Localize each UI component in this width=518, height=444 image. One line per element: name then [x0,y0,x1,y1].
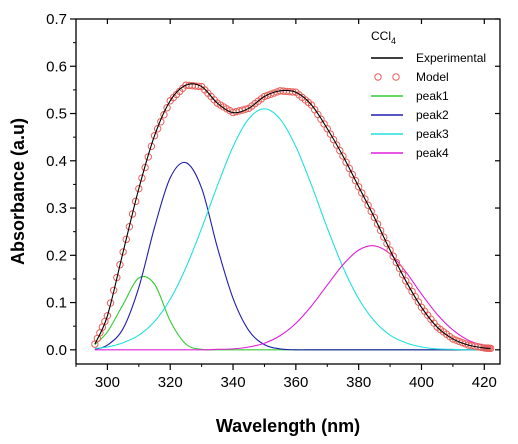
series-layer [91,81,495,353]
legend-label-model: Model [416,70,449,84]
model-marker [386,246,394,254]
legend-label-peak3: peak3 [416,127,449,141]
legend-label-experimental: Experimental [416,51,486,65]
model-marker [458,338,467,347]
model-marker [398,270,407,279]
model-marker [358,189,366,197]
y-tick-label: 0.6 [46,58,67,75]
model-marker [376,226,385,235]
model-marker [131,197,140,206]
series-peak1-line [94,275,491,351]
legend-label-peak4: peak4 [416,146,449,160]
model-marker [361,195,369,203]
model-marker [103,312,112,320]
x-tick-label: 400 [409,374,434,391]
y-tick-label: 0.2 [46,247,67,264]
legend: CCl4 Experimental Model peak1 peak2 peak3 peak… [371,29,486,160]
y-tick-label: 0.4 [46,153,67,170]
model-marker [455,337,463,346]
axes: 300 320 340 360 380 400 420 0.0 0.1 0.2 0.3 0.4 0.5 0… [46,11,501,391]
legend-swatch-marker [392,73,400,81]
model-marker [367,207,375,216]
model-marker [342,158,350,166]
model-marker [128,210,137,218]
model-marker [122,235,130,244]
x-tick-label: 300 [95,374,120,391]
model-marker [348,170,357,179]
x-tick-label: 320 [158,374,183,391]
y-axis-title: Absorbance (a.u) [8,118,28,265]
model-marker [147,142,156,151]
model-marker [119,248,127,256]
model-marker [116,261,124,269]
legend-label-peak2: peak2 [416,108,449,122]
model-marker [449,335,457,343]
model-marker [323,124,331,133]
model-marker [354,183,363,191]
model-marker [395,264,404,273]
x-tick-label: 360 [283,374,308,391]
model-marker [153,125,162,133]
model-marker [345,164,353,173]
model-marker [336,146,344,155]
model-marker [339,152,347,160]
y-tick-label: 0.7 [46,11,67,28]
model-marker [405,282,413,290]
model-marker [135,184,143,193]
model-marker [241,105,250,113]
x-tick-label: 420 [472,374,497,391]
model-marker [364,201,372,209]
legend-title-subscript: 4 [391,36,396,46]
model-marker [370,213,379,222]
model-marker [329,135,338,144]
model-marker [138,174,146,182]
x-axis-title: Wavelength (nm) [216,416,360,436]
series-experimental-line [94,83,491,349]
model-marker [411,293,419,301]
model-marker [267,90,275,98]
model-marker [260,92,269,101]
legend-title: CCl4 [371,29,396,46]
legend-label-peak1: peak1 [416,89,449,103]
model-marker [150,132,159,140]
series-peak2-line [94,161,491,351]
x-tick-label: 340 [221,374,246,391]
model-marker [332,141,341,149]
legend-swatch-marker [374,73,382,81]
model-marker [326,130,335,138]
model-marker [263,91,272,100]
y-tick-label: 0.3 [46,200,67,217]
y-tick-label: 0.1 [46,295,67,312]
series-peak4-line [94,245,491,351]
model-marker [414,298,423,306]
model-marker [380,233,388,241]
model-marker [163,104,171,112]
model-marker [351,176,360,185]
model-marker [373,220,382,228]
series-model-markers [91,81,495,353]
model-marker [408,287,416,296]
x-tick-label: 380 [346,374,371,391]
model-marker [383,239,391,248]
y-tick-label: 0.5 [46,106,67,123]
plot-frame [75,18,501,365]
model-marker [125,222,134,231]
series-peak3-line [94,108,491,351]
model-marker [389,252,397,260]
model-marker [452,336,460,344]
y-tick-label: 0.0 [46,342,67,359]
model-marker [402,277,410,285]
model-marker [392,258,401,267]
